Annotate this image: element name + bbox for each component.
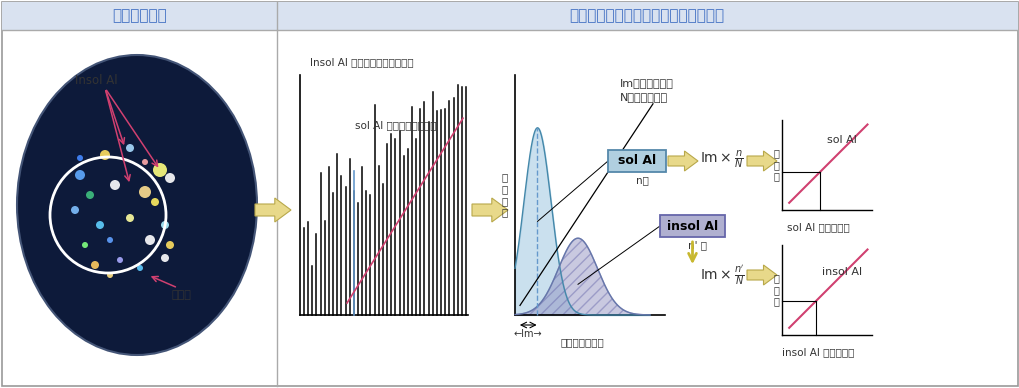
Text: Insol Al: Insol Al (75, 73, 117, 87)
Polygon shape (667, 151, 697, 171)
Circle shape (107, 272, 113, 278)
Text: n個: n個 (635, 175, 648, 185)
Circle shape (75, 170, 85, 180)
Polygon shape (472, 198, 507, 222)
Polygon shape (255, 198, 290, 222)
Circle shape (145, 235, 155, 245)
Circle shape (161, 221, 169, 229)
Text: 出
現
度
数: 出 現 度 数 (501, 173, 507, 217)
Circle shape (100, 150, 110, 160)
Text: Im：分析中央値: Im：分析中央値 (620, 78, 674, 88)
Text: 測
定
値: 測 定 値 (772, 148, 779, 182)
Text: insol Al: insol Al (821, 267, 862, 277)
Text: 放電痕: 放電痕 (172, 290, 192, 300)
Circle shape (166, 241, 174, 249)
Circle shape (107, 237, 113, 243)
Text: sol Al: sol Al (826, 135, 856, 145)
Polygon shape (746, 151, 776, 171)
Circle shape (91, 261, 99, 269)
Circle shape (76, 155, 83, 161)
Text: 鋼中アルミニウムの形態別分布の原理: 鋼中アルミニウムの形態別分布の原理 (569, 9, 723, 24)
Text: 分析試料表面: 分析試料表面 (112, 9, 167, 24)
Text: スペクトル強度: スペクトル強度 (560, 337, 604, 347)
Circle shape (126, 144, 133, 152)
Text: ←Im→: ←Im→ (514, 329, 542, 339)
Circle shape (110, 180, 120, 190)
Bar (659, 215, 725, 237)
Circle shape (71, 206, 78, 214)
Circle shape (137, 265, 143, 271)
Bar (607, 150, 665, 172)
Circle shape (165, 173, 175, 183)
Text: N：総パルス数: N：総パルス数 (620, 92, 667, 102)
Text: Insol Al を含んで放電したとき: Insol Al を含んで放電したとき (310, 57, 414, 67)
Text: $\mathregular{Im}\times\frac{n'}{N}$: $\mathregular{Im}\times\frac{n'}{N}$ (699, 263, 744, 287)
Circle shape (82, 242, 88, 248)
Text: sol Al: sol Al (618, 154, 655, 168)
Text: insol Al 化学分析値: insol Al 化学分析値 (781, 347, 853, 357)
Circle shape (151, 198, 159, 206)
Circle shape (117, 257, 123, 263)
Bar (2, 2, 1017, 30)
Circle shape (142, 159, 148, 165)
Circle shape (139, 186, 151, 198)
Text: sol Al 化学分析値: sol Al 化学分析値 (786, 222, 849, 232)
Text: sol Al のみ放電したとき: sol Al のみ放電したとき (355, 120, 436, 130)
Text: $\mathregular{Im}\times\frac{n}{N}$: $\mathregular{Im}\times\frac{n}{N}$ (699, 148, 743, 170)
Circle shape (96, 221, 104, 229)
Polygon shape (746, 265, 776, 285)
Circle shape (86, 191, 94, 199)
Circle shape (153, 163, 167, 177)
Circle shape (161, 254, 169, 262)
Ellipse shape (17, 55, 257, 355)
Text: 測
定
値: 測 定 値 (772, 274, 779, 307)
Text: n' 個: n' 個 (688, 240, 706, 250)
Text: insol Al: insol Al (666, 220, 717, 232)
Circle shape (126, 214, 133, 222)
